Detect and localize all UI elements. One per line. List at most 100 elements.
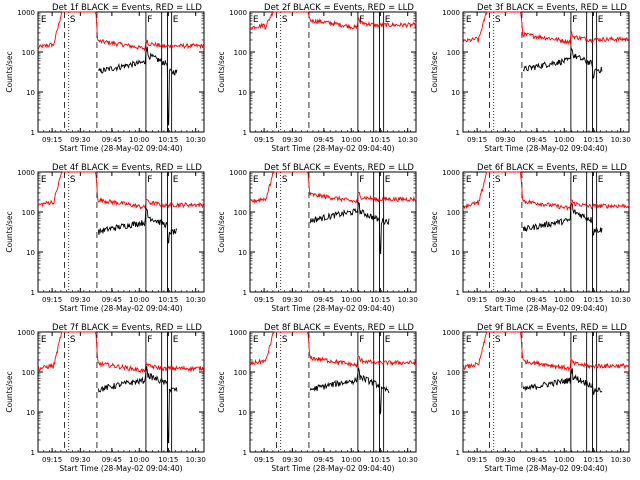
- panel-title: Det 1f BLACK = Events, RED = LLD: [52, 3, 202, 13]
- x-tick-label: 10:15: [370, 456, 390, 464]
- marker-label-f: F: [147, 15, 152, 25]
- y-tick-label: 1: [456, 289, 460, 297]
- x-tick-label: 09:45: [527, 136, 547, 144]
- x-tick-label: 09:30: [70, 136, 90, 144]
- y-tick-label: 1: [31, 449, 35, 457]
- x-tick-label: 10:15: [370, 136, 390, 144]
- x-tick-label: 09:45: [527, 296, 547, 304]
- marker-label-f: F: [572, 15, 577, 25]
- plot-frame: [462, 171, 630, 293]
- series-lld-line: [37, 331, 205, 373]
- x-tick-label: 10:30: [398, 136, 418, 144]
- panel-title: Det 9f BLACK = Events, RED = LLD: [477, 323, 627, 333]
- plot-frame: [249, 11, 417, 133]
- y-tick-label: 1000: [229, 9, 247, 17]
- marker-label-e: E: [385, 15, 391, 25]
- x-tick-label: 09:45: [527, 456, 547, 464]
- x-tick-label: 10:00: [554, 136, 574, 144]
- y-axis-label: Counts/sec: [430, 371, 439, 412]
- y-axis-label: Counts/sec: [5, 211, 14, 252]
- y-tick-label: 10: [451, 409, 460, 417]
- y-tick-label: 100: [447, 209, 460, 217]
- y-tick-label: 100: [234, 209, 247, 217]
- panel-title: Det 6f BLACK = Events, RED = LLD: [477, 163, 627, 173]
- x-tick-label: 10:30: [611, 136, 631, 144]
- marker-label-e: E: [598, 175, 604, 185]
- marker-label-f: F: [359, 15, 364, 25]
- series-events-line: [97, 46, 178, 126]
- y-tick-label: 1: [243, 449, 247, 457]
- x-tick-label: 10:30: [398, 296, 418, 304]
- series-lld-line: [462, 11, 630, 46]
- x-axis-label: Start Time (28-May-02 09:04:40): [484, 304, 607, 313]
- x-tick-label: 09:30: [282, 296, 302, 304]
- x-tick-label: 10:15: [583, 296, 603, 304]
- x-tick-label: 09:45: [314, 296, 334, 304]
- marker-label-e: E: [466, 15, 472, 25]
- marker-label-e: E: [466, 335, 472, 345]
- x-tick-label: 10:00: [341, 296, 361, 304]
- panel-det-4: Det 4f BLACK = Events, RED = LLD 1 10 100 10…: [5, 163, 206, 313]
- x-tick-label: 10:00: [554, 296, 574, 304]
- plot-frame: [462, 11, 630, 133]
- y-tick-label: 1: [31, 129, 35, 137]
- y-tick-label: 10: [26, 89, 35, 97]
- x-tick-label: 09:45: [102, 296, 122, 304]
- x-tick-label: 10:30: [611, 456, 631, 464]
- series-lld-line: [462, 331, 630, 373]
- x-axis-label: Start Time (28-May-02 09:04:40): [59, 464, 182, 473]
- x-tick-label: 10:30: [186, 136, 206, 144]
- marker-label-f: F: [147, 335, 152, 345]
- marker-label-e: E: [253, 335, 259, 345]
- marker-label-e: E: [41, 335, 47, 345]
- marker-label-e: E: [385, 175, 391, 185]
- series-lld-line: [249, 331, 417, 368]
- series-lld-line: [37, 11, 205, 52]
- y-tick-label: 100: [234, 49, 247, 57]
- marker-label-f: F: [147, 175, 152, 185]
- plot-frame: [249, 331, 417, 453]
- panel-det-7: Det 7f BLACK = Events, RED = LLD 1 10 100 10…: [5, 323, 206, 473]
- x-tick-label: 09:45: [102, 456, 122, 464]
- y-tick-label: 1000: [17, 169, 35, 177]
- marker-label-s: S: [70, 335, 76, 345]
- x-tick-label: 09:15: [467, 136, 487, 144]
- marker-label-s: S: [282, 15, 288, 25]
- panel-title: Det 2f BLACK = Events, RED = LLD: [264, 3, 414, 13]
- x-tick-label: 09:30: [495, 136, 515, 144]
- y-axis-label: Counts/sec: [430, 51, 439, 92]
- y-axis-label: Counts/sec: [217, 51, 226, 92]
- x-tick-label: 09:15: [467, 296, 487, 304]
- x-tick-label: 09:30: [282, 456, 302, 464]
- x-tick-label: 10:00: [554, 456, 574, 464]
- plot-frame: [462, 331, 630, 453]
- panel-det-1: Det 1f BLACK = Events, RED = LLD 1 10 100 10…: [5, 3, 206, 153]
- x-tick-label: 10:30: [611, 296, 631, 304]
- series-events-line: [97, 366, 178, 444]
- marker-label-s: S: [495, 175, 501, 185]
- plot-frame: [37, 11, 205, 133]
- x-tick-label: 09:30: [495, 296, 515, 304]
- x-tick-label: 10:30: [186, 456, 206, 464]
- y-tick-label: 1000: [229, 329, 247, 337]
- x-tick-label: 09:15: [467, 456, 487, 464]
- y-axis-label: Counts/sec: [5, 51, 14, 92]
- x-tick-label: 10:15: [158, 136, 178, 144]
- x-tick-label: 10:00: [341, 136, 361, 144]
- x-tick-label: 10:15: [158, 296, 178, 304]
- x-tick-label: 10:30: [186, 296, 206, 304]
- y-tick-label: 10: [238, 249, 247, 257]
- x-tick-label: 10:15: [583, 136, 603, 144]
- x-axis-label: Start Time (28-May-02 09:04:40): [484, 464, 607, 473]
- y-tick-label: 1000: [17, 9, 35, 17]
- series-events-line: [522, 368, 603, 395]
- series-events-line: [97, 206, 178, 244]
- marker-label-s: S: [282, 175, 288, 185]
- marker-label-e: E: [385, 335, 391, 345]
- plot-frame: [249, 171, 417, 293]
- plot-frame: [37, 171, 205, 293]
- y-tick-label: 10: [26, 249, 35, 257]
- y-tick-label: 1000: [442, 169, 460, 177]
- panel-det-2: Det 2f BLACK = Events, RED = LLD 1 10 100 10…: [217, 3, 418, 153]
- x-tick-label: 09:30: [70, 296, 90, 304]
